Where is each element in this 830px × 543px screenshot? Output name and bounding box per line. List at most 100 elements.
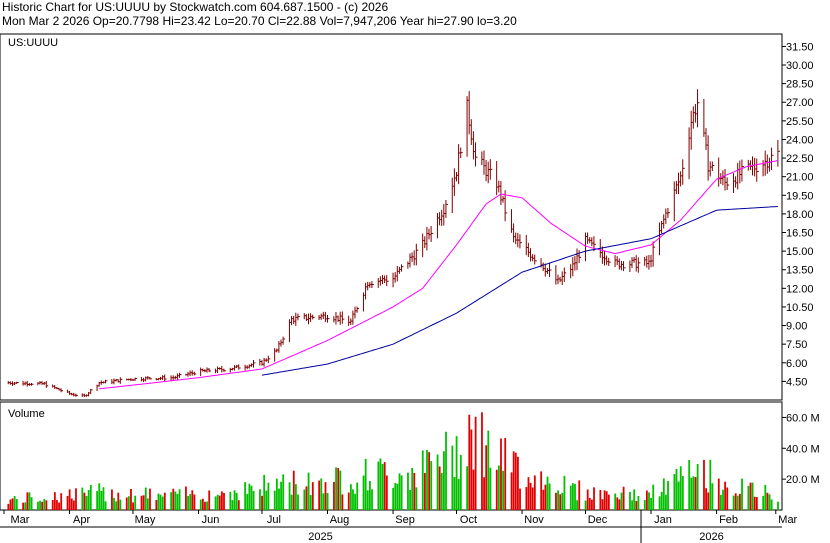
- volume-bar: [629, 491, 631, 510]
- volume-bar: [703, 459, 705, 510]
- volume-bar: [235, 492, 238, 510]
- volume-bar: [56, 499, 58, 510]
- volume-bar: [614, 493, 617, 510]
- volume-bar: [777, 501, 779, 510]
- volume-bar: [102, 487, 105, 510]
- volume-bar: [132, 502, 134, 510]
- volume-bar: [204, 501, 206, 510]
- volume-bar: [70, 498, 73, 510]
- volume-bar: [559, 494, 562, 510]
- volume-bar: [193, 494, 196, 510]
- volume-bar: [616, 497, 619, 510]
- volume-bar: [755, 497, 758, 510]
- volume-bar: [352, 489, 354, 510]
- volume-bar: [60, 493, 63, 510]
- volume-bar: [719, 494, 722, 510]
- volume-bar: [453, 477, 456, 510]
- volume-bar: [246, 494, 249, 510]
- volume-bar: [411, 468, 414, 510]
- volume-bar: [303, 489, 306, 510]
- volume-bar: [400, 475, 403, 510]
- volume-bar: [681, 475, 684, 510]
- volume-bar: [379, 458, 382, 510]
- volume-bar: [599, 489, 602, 510]
- volume-bar: [163, 492, 166, 510]
- volume-bar: [658, 496, 661, 510]
- volume-bar: [635, 500, 638, 510]
- volume-bar: [739, 493, 741, 510]
- volume-bar: [423, 472, 426, 510]
- volume-bar: [762, 495, 765, 510]
- volume-bar: [318, 480, 321, 510]
- volume-bar: [371, 489, 373, 510]
- volume-bar: [709, 459, 712, 510]
- volume-bar: [517, 456, 519, 510]
- price-panel: [0, 33, 783, 401]
- y-tick-label: 19.50: [786, 190, 814, 202]
- volume-bar: [500, 438, 502, 510]
- volume-bar: [85, 495, 88, 510]
- volume-bar: [764, 484, 767, 510]
- volume-bar: [620, 492, 623, 510]
- volume-bar: [662, 478, 665, 510]
- y-tick-label: 6.00: [786, 358, 807, 370]
- y-tick-label: 21.00: [786, 172, 814, 184]
- y-tick-label: 15.00: [786, 246, 814, 258]
- volume-bar: [15, 499, 18, 510]
- volume-bar: [751, 482, 754, 510]
- volume-bar: [705, 488, 707, 510]
- volume-bar: [409, 489, 411, 510]
- volume-bar: [497, 465, 500, 510]
- y-tick-label: 28.50: [786, 79, 814, 91]
- volume-bar: [53, 492, 56, 510]
- y-tick-label: 12.00: [786, 283, 814, 295]
- volume-bar: [290, 494, 293, 510]
- volume-bar: [43, 498, 46, 510]
- volume-bar: [451, 445, 454, 510]
- y-tick-label: 16.50: [786, 228, 814, 240]
- volume-bar: [690, 477, 693, 510]
- volume-bar: [531, 487, 534, 510]
- volume-bar: [544, 484, 547, 510]
- volume-bar: [83, 492, 86, 510]
- volume-bar: [747, 485, 750, 510]
- volume-bar: [189, 494, 192, 510]
- volume-bar: [87, 489, 90, 510]
- volume-bar: [540, 471, 543, 510]
- volume-bar: [244, 482, 247, 510]
- volume-bar: [142, 495, 145, 510]
- volume-bar: [178, 489, 181, 510]
- x-tick-label: Aug: [330, 514, 350, 526]
- volume-bar: [100, 490, 103, 510]
- volume-bar: [368, 480, 371, 510]
- volume-bar: [96, 491, 99, 510]
- x-tick-label: Oct: [460, 514, 477, 526]
- volume-bar: [383, 462, 386, 510]
- volume-bar: [645, 490, 648, 510]
- volume-bar: [385, 475, 388, 510]
- y-tick-label: 22.50: [786, 153, 814, 165]
- volume-bar: [415, 487, 418, 510]
- volume-bar: [675, 468, 678, 510]
- volume-bar: [603, 490, 606, 510]
- volume-bar: [407, 472, 409, 510]
- volume-bar: [11, 498, 14, 510]
- volume-bar: [248, 483, 251, 510]
- volume-bar: [601, 499, 604, 510]
- volume-bar: [337, 468, 340, 510]
- volume-bar: [555, 492, 557, 510]
- volume-bar: [37, 501, 39, 510]
- volume-bar: [326, 493, 329, 510]
- price-panel-label: US:UUUU: [8, 37, 58, 49]
- x-tick-label: Jun: [202, 514, 220, 526]
- volume-bar: [237, 500, 240, 510]
- y-tick-label: 25.50: [786, 116, 814, 128]
- volume-bar: [741, 478, 743, 510]
- volume-bar: [650, 497, 653, 510]
- volume-bar: [364, 458, 367, 510]
- volume-bar: [341, 494, 344, 510]
- volume-bar: [115, 501, 118, 510]
- volume-bar: [208, 490, 211, 510]
- volume-bar: [529, 482, 532, 510]
